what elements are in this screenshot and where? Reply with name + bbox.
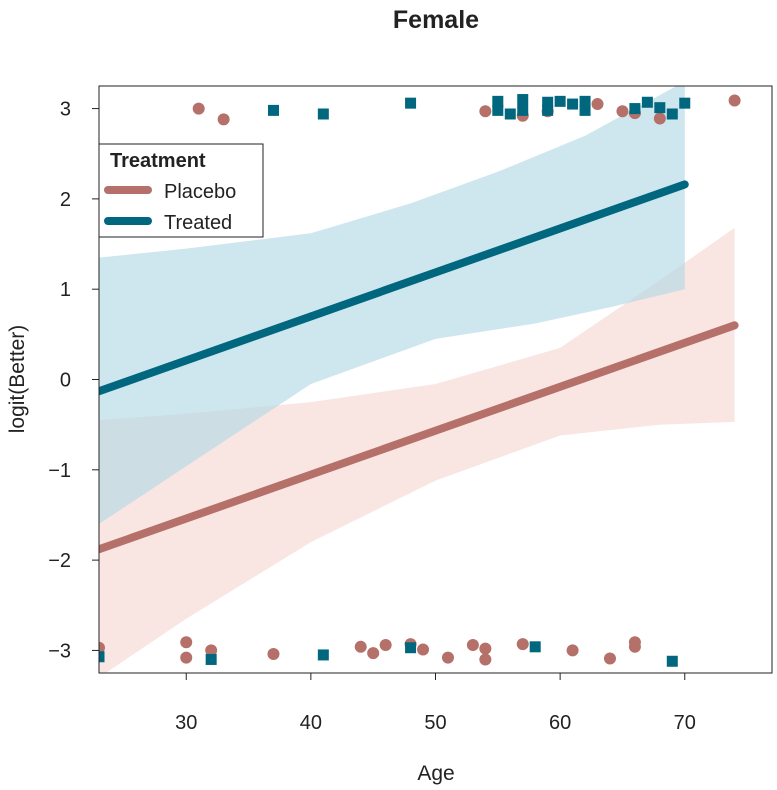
point-treated (492, 104, 504, 116)
point-placebo (417, 643, 430, 656)
point-treated (504, 108, 516, 120)
point-treated (579, 95, 591, 107)
point-treated (205, 653, 217, 665)
y-tick-label: −1 (48, 460, 71, 482)
point-placebo (192, 102, 205, 115)
point-treated (405, 97, 417, 109)
point-placebo (603, 652, 616, 665)
y-tick-label: 2 (60, 189, 71, 211)
point-treated (666, 108, 678, 120)
x-tick-label: 30 (175, 712, 197, 734)
y-tick-label: 3 (60, 99, 71, 121)
confidence-bands (99, 86, 735, 673)
point-placebo (267, 648, 280, 661)
point-placebo (479, 642, 492, 655)
point-treated (517, 104, 529, 116)
point-treated (317, 108, 329, 120)
point-placebo (616, 105, 629, 118)
point-treated (542, 104, 554, 116)
point-placebo (441, 651, 454, 664)
x-tick-label: 70 (674, 712, 696, 734)
x-tick-label: 50 (424, 712, 446, 734)
y-tick-label: 1 (60, 279, 71, 301)
legend-label-treated: Treated (164, 212, 232, 234)
y-axis: −3 −2 −1 0 1 2 3 (48, 99, 99, 662)
point-placebo (367, 647, 380, 660)
point-placebo (591, 98, 604, 111)
x-axis-label: Age (417, 762, 454, 785)
point-treated (567, 98, 579, 110)
point-treated (317, 649, 329, 661)
point-treated (679, 97, 691, 109)
point-placebo (180, 636, 193, 649)
point-placebo (205, 644, 218, 657)
x-axis: 30 40 50 60 70 (175, 673, 696, 734)
point-placebo (653, 112, 666, 125)
legend-title: Treatment (110, 150, 206, 172)
point-treated (529, 641, 541, 653)
point-treated (629, 103, 641, 115)
point-placebo (479, 653, 492, 666)
y-axis-label: logit(Better) (6, 325, 29, 434)
point-treated (579, 104, 591, 116)
point-treated (99, 651, 105, 663)
point-placebo (99, 641, 105, 654)
point-placebo (217, 113, 230, 126)
chart-title: Female (393, 6, 479, 34)
y-tick-label: −3 (48, 640, 71, 662)
point-treated (492, 95, 504, 107)
point-treated (517, 94, 529, 106)
point-placebo (379, 639, 392, 652)
data-points (99, 94, 741, 667)
point-placebo (628, 640, 641, 653)
ci-band-placebo (99, 227, 735, 673)
legend-label-placebo: Placebo (164, 181, 236, 203)
point-placebo (728, 94, 741, 107)
point-treated (405, 642, 417, 654)
point-placebo (479, 105, 492, 118)
point-placebo (566, 644, 579, 657)
ci-band-treated (99, 86, 685, 524)
point-placebo (180, 651, 193, 664)
legend: Treatment Placebo Treated (98, 143, 264, 238)
fit-line-treated (99, 180, 689, 396)
fit-line-placebo (99, 321, 739, 554)
plot-area (98, 85, 773, 674)
point-treated (542, 96, 554, 108)
point-treated (641, 96, 653, 108)
point-treated (654, 102, 666, 114)
point-placebo (466, 639, 479, 652)
fit-lines (99, 180, 739, 554)
point-placebo (516, 638, 529, 651)
point-placebo (354, 640, 367, 653)
y-tick-label: −2 (48, 550, 71, 572)
point-treated (554, 95, 566, 107)
y-tick-label: 0 (60, 370, 71, 392)
x-tick-label: 40 (300, 712, 322, 734)
point-treated (666, 655, 678, 667)
point-treated (267, 104, 279, 116)
x-tick-label: 60 (549, 712, 571, 734)
